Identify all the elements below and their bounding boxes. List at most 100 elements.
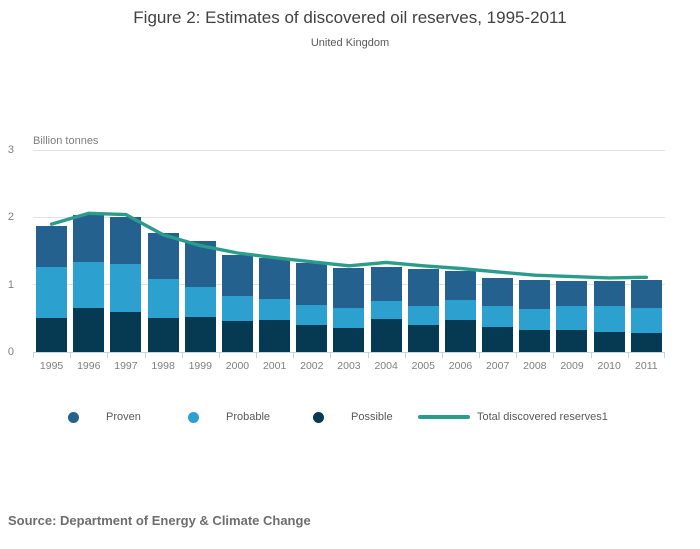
bar-segment-possible[interactable] (36, 318, 68, 352)
bar-segment-possible[interactable] (110, 311, 142, 352)
bar-segment-proven[interactable] (73, 215, 105, 262)
bar-segment-probable[interactable] (184, 286, 216, 317)
bar-segment-proven[interactable] (147, 232, 179, 280)
bar-column-1995[interactable] (33, 150, 70, 352)
proven-dot-icon (68, 411, 79, 423)
x-tick (256, 352, 258, 358)
bar-column-1997[interactable] (107, 150, 144, 352)
bar-segment-proven[interactable] (110, 217, 142, 264)
bar-segment-probable[interactable] (444, 299, 476, 321)
bar-segment-proven[interactable] (259, 257, 291, 299)
x-tick-label-2007: 2007 (485, 360, 510, 372)
bar-segment-probable[interactable] (73, 261, 105, 309)
bar-segment-possible[interactable] (556, 330, 588, 352)
bar-segment-proven[interactable] (370, 266, 402, 301)
bar-column-2000[interactable] (219, 150, 256, 352)
x-tick-label-2004: 2004 (374, 360, 398, 372)
bar-segment-probable[interactable] (519, 308, 551, 330)
x-tick (479, 352, 481, 358)
bar-segment-probable[interactable] (482, 305, 514, 328)
bar-segment-probable[interactable] (333, 308, 365, 328)
bar-segment-probable[interactable] (407, 305, 439, 326)
bar-column-2004[interactable] (368, 150, 405, 352)
bar-segment-probable[interactable] (370, 300, 402, 320)
bar-segment-probable[interactable] (296, 304, 328, 326)
y-tick-label-3: 3 (7, 144, 14, 156)
probable-dot-icon (188, 411, 199, 423)
bar-segment-possible[interactable] (630, 333, 662, 352)
x-axis-labels: 1995 1996 1997 1998 1999 2000 2001 2002 2003 2004… (33, 360, 665, 372)
bar-segment-proven[interactable] (482, 277, 514, 306)
bar-segment-possible[interactable] (73, 308, 105, 352)
bar-segment-probable[interactable] (556, 305, 588, 331)
bar-column-2010[interactable] (591, 150, 628, 352)
bar-segment-proven[interactable] (630, 279, 662, 308)
x-axis-line (33, 352, 665, 353)
legend-item-proven[interactable]: Proven (68, 405, 141, 429)
bar-segment-possible[interactable] (147, 317, 179, 352)
bar-column-2008[interactable] (516, 150, 553, 352)
y-axis-unit-label: Billion tonnes (33, 135, 99, 147)
bar-segment-proven[interactable] (556, 280, 588, 306)
x-tick-label-2010: 2010 (597, 360, 621, 372)
x-tick (144, 352, 146, 358)
bar-column-2003[interactable] (330, 150, 367, 352)
bar-column-2007[interactable] (479, 150, 516, 352)
bar-segment-proven[interactable] (296, 263, 328, 305)
x-tick-label-2002: 2002 (300, 360, 324, 372)
bar-segment-possible[interactable] (184, 317, 216, 352)
bar-segment-possible[interactable] (259, 319, 291, 352)
bar-segment-proven[interactable] (221, 255, 253, 297)
bar-column-2001[interactable] (256, 150, 293, 352)
bar-segment-proven[interactable] (333, 267, 365, 309)
bar-segment-possible[interactable] (444, 320, 476, 352)
bar-segment-probable[interactable] (630, 307, 662, 334)
bar-segment-possible[interactable] (370, 319, 402, 352)
legend-item-total-line[interactable]: Total discovered reserves1 (418, 405, 608, 429)
bar-segment-proven[interactable] (519, 279, 551, 309)
bar-segment-possible[interactable] (593, 331, 625, 352)
bar-segment-probable[interactable] (147, 279, 179, 318)
bar-segment-probable[interactable] (593, 305, 625, 332)
legend-item-probable[interactable]: Probable (188, 405, 270, 429)
x-tick-label-1996: 1996 (77, 360, 101, 372)
bar-segment-possible[interactable] (482, 327, 514, 352)
bar-segment-probable[interactable] (36, 267, 68, 319)
total-reserves-line[interactable] (49, 211, 649, 280)
bar-segment-proven[interactable] (593, 280, 625, 306)
x-tick (590, 352, 592, 358)
bar-segment-proven[interactable] (36, 226, 68, 268)
legend-item-possible[interactable]: Possible (313, 405, 393, 429)
y-tick-label-1: 1 (7, 278, 14, 291)
bar-column-2009[interactable] (553, 150, 590, 352)
bar-segment-possible[interactable] (333, 327, 365, 352)
bar-stack-1995 (36, 150, 68, 352)
x-tick (218, 352, 220, 358)
bar-segment-probable[interactable] (221, 296, 253, 322)
bar-stack-2000 (221, 150, 253, 352)
plot-area (33, 149, 665, 358)
x-tick (181, 352, 183, 358)
bar-stack-1996 (73, 150, 105, 352)
bar-segment-possible[interactable] (407, 325, 439, 352)
bar-segment-possible[interactable] (221, 321, 253, 352)
bar-segment-proven[interactable] (444, 271, 476, 300)
bar-column-1996[interactable] (70, 150, 107, 352)
legend-label-possible: Possible (351, 411, 393, 423)
bar-column-2006[interactable] (442, 150, 479, 352)
bar-segment-possible[interactable] (519, 329, 551, 352)
bar-segment-possible[interactable] (296, 325, 328, 352)
bar-column-2005[interactable] (405, 150, 442, 352)
chart-subtitle: United Kingdom (310, 37, 390, 49)
bar-segment-probable[interactable] (259, 298, 291, 320)
x-tick-label-2001: 2001 (262, 360, 287, 372)
bar-stack-2007 (482, 150, 514, 352)
x-tick (553, 352, 555, 358)
bar-column-2011[interactable] (628, 150, 665, 352)
bar-column-1998[interactable] (145, 150, 182, 352)
bar-stack-2011 (630, 150, 662, 352)
bar-segment-probable[interactable] (110, 263, 142, 312)
bar-segment-proven[interactable] (407, 269, 439, 306)
bar-stack-2002 (296, 150, 328, 352)
bar-column-2002[interactable] (293, 150, 330, 352)
